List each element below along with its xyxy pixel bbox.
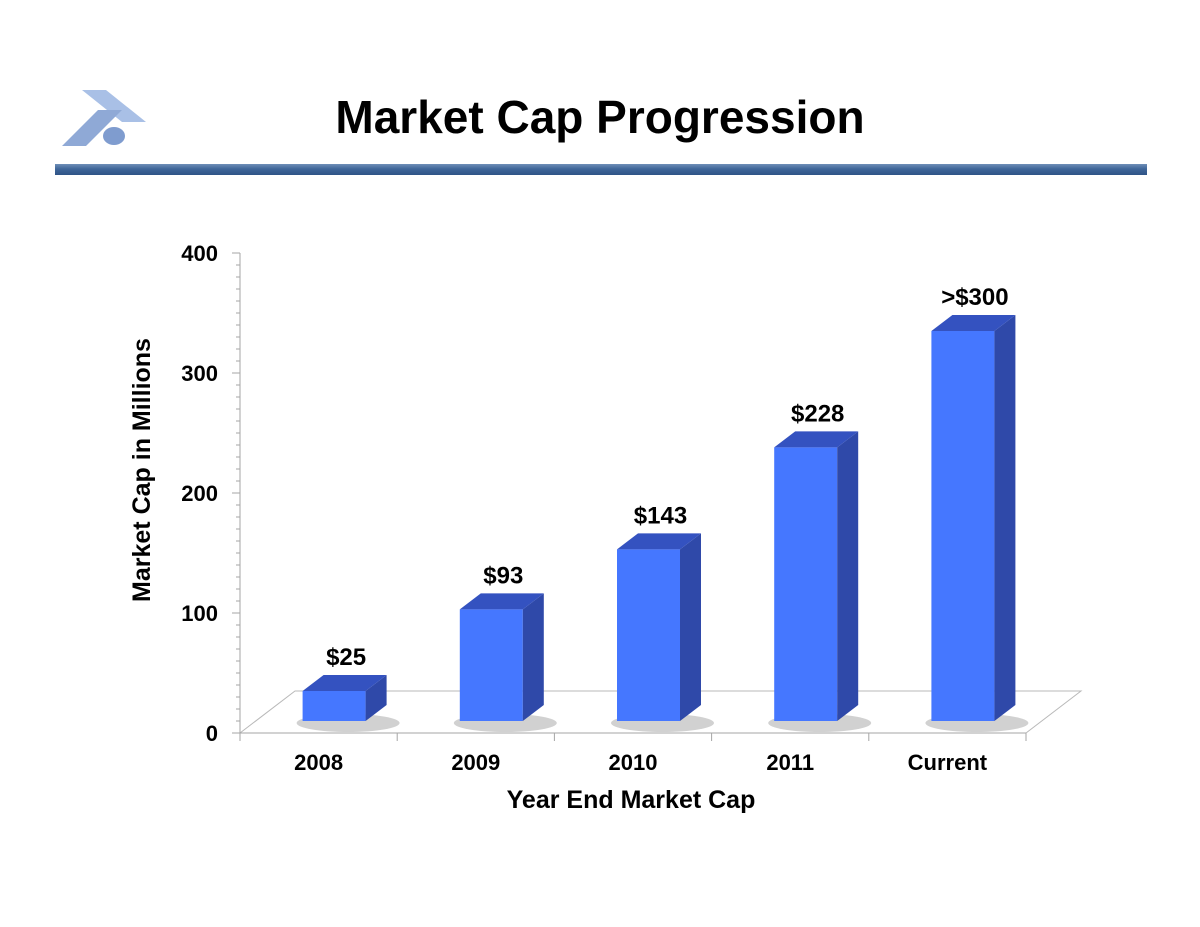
- x-tick-label: Current: [908, 750, 988, 775]
- y-tick-label: 100: [181, 601, 218, 626]
- bar-current: [925, 315, 1029, 732]
- x-tick-label: 2010: [609, 750, 658, 775]
- data-label: >$300: [941, 284, 1008, 311]
- x-axis-label: Year End Market Cap: [507, 786, 756, 814]
- x-tick-label: 2009: [451, 750, 500, 775]
- bar-top: [774, 431, 859, 448]
- bar-side: [680, 533, 701, 721]
- bar-front: [931, 331, 995, 721]
- x-tick-label: 2008: [294, 750, 343, 775]
- bar-2010: [611, 533, 714, 732]
- x-tick-label: 2011: [766, 750, 814, 775]
- bar-side: [994, 315, 1016, 721]
- data-label: $93: [483, 562, 523, 589]
- bar-side: [522, 593, 544, 721]
- y-tick-label: 200: [181, 481, 218, 506]
- bar-2009: [453, 593, 557, 732]
- bar-top: [302, 675, 387, 691]
- data-label: $25: [326, 644, 366, 671]
- y-tick-label: 0: [206, 721, 218, 746]
- bar-side: [837, 431, 859, 721]
- bar-2008: [296, 675, 400, 732]
- bar-side: [365, 675, 387, 721]
- data-label: $143: [634, 502, 687, 529]
- page-title: Market Cap Progression: [335, 91, 865, 143]
- bar-front: [459, 609, 523, 721]
- company-logo-icon: [62, 90, 146, 146]
- data-label: $228: [791, 400, 844, 427]
- y-tick-label: 400: [181, 241, 218, 266]
- title-divider: [55, 164, 1147, 175]
- y-tick-label: 300: [181, 361, 218, 386]
- bar-front: [302, 691, 366, 721]
- y-axis-label: Market Cap in Millions: [128, 338, 156, 602]
- bar-front: [774, 447, 838, 721]
- bar-top: [459, 593, 544, 610]
- bar-top: [931, 315, 1016, 331]
- bar-2011: [768, 431, 872, 732]
- bar-front: [617, 549, 680, 721]
- bar-top: [617, 533, 701, 550]
